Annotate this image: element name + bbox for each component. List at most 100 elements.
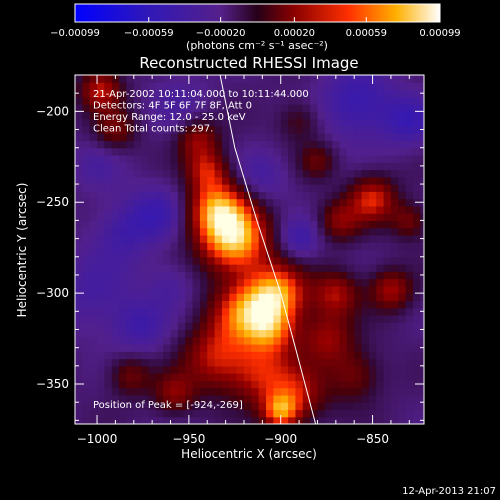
heatmap-cell [148,227,157,236]
heatmap-cell [82,140,91,149]
heatmap-cell [207,89,216,98]
heatmap-cell [214,184,223,192]
heatmap-cell [332,256,341,265]
heatmap-cell [148,140,157,149]
heatmap-cell [346,133,355,142]
heatmap-cell [310,271,319,280]
heatmap-cell [295,147,304,156]
heatmap-cell [251,125,260,134]
heatmap-cell [317,329,326,338]
heatmap-cell [266,111,274,120]
heatmap-cell [119,336,128,345]
heatmap-cell [302,104,311,112]
heatmap-cell [412,125,421,134]
heatmap-cell [310,213,319,222]
heatmap-cell [89,358,98,367]
heatmap-cell [405,220,414,229]
heatmap-cell [266,307,274,316]
heatmap-cell [141,184,150,192]
heatmap-cell [75,394,83,403]
heatmap-cell [221,169,230,178]
heatmap-cell [97,140,105,149]
heatmap-cell [133,344,142,352]
heatmap-cell [339,285,348,294]
heatmap-cell [398,271,407,280]
heatmap-cell [361,82,370,91]
heatmap-cell [251,242,260,251]
heatmap-cell [119,125,128,134]
heatmap-cell [243,198,252,207]
heatmap-cell [111,213,120,222]
heatmap-cell [405,256,414,265]
heatmap-cell [155,336,164,345]
heatmap-cell [214,191,223,200]
heatmap-cell [177,278,186,287]
heatmap-cell [324,293,333,301]
heatmap-cell [170,336,179,345]
heatmap-cell [273,271,282,280]
heatmap-cell [148,125,157,134]
heatmap-cell [420,387,424,396]
heatmap-cell [332,358,341,367]
heatmap-cell [192,409,201,418]
heatmap-cell [177,264,186,272]
heatmap-cell [295,344,304,352]
heatmap-cell [398,104,407,112]
heatmap-cell [324,285,333,294]
heatmap-cell [82,111,91,120]
heatmap-cell [310,234,319,243]
heatmap-cell [236,96,245,105]
heatmap-cell [126,278,135,287]
heatmap-cell [119,96,128,105]
heatmap-cell [104,111,113,120]
heatmap-cell [148,409,157,418]
heatmap-cell [207,205,216,214]
heatmap-cell [243,344,252,352]
heatmap-cell [192,329,201,338]
heatmap-cell [75,96,83,105]
heatmap-cell [75,314,83,323]
heatmap-cell [376,242,385,251]
heatmap-cell [229,307,238,316]
heatmap-cell [280,264,289,272]
heatmap-cell [214,213,223,222]
heatmap-cell [383,336,392,345]
heatmap-cell [97,111,105,120]
heatmap-cell [229,365,238,374]
heatmap-cell [177,416,186,424]
heatmap-cell [185,293,194,301]
heatmap-cell [89,293,98,301]
heatmap-cell [390,358,399,367]
heatmap-cell [398,118,407,127]
heatmap-cell [405,307,414,316]
heatmap-cell [280,96,289,105]
heatmap-cell [177,104,186,112]
heatmap-cell [324,373,333,381]
heatmap-cell [295,394,304,403]
heatmap-cell [390,336,399,345]
heatmap-cell [273,351,282,360]
heatmap-cell [119,205,128,214]
heatmap-cell [398,176,407,185]
heatmap-cell [207,220,216,229]
heatmap-cell [339,322,348,331]
heatmap-cell [185,96,194,105]
heatmap-cell [82,293,91,301]
heatmap-cell [273,365,282,374]
heatmap-cell [236,278,245,287]
heatmap-cell [214,344,223,352]
heatmap-cell [295,118,304,127]
heatmap-cell [346,82,355,91]
heatmap-cell [251,314,260,323]
heatmap-cell [163,278,172,287]
heatmap-cell [346,220,355,229]
heatmap-cell [236,133,245,142]
heatmap-cell [273,242,282,251]
heatmap-cell [273,329,282,338]
heatmap-cell [221,89,230,98]
heatmap-cell [177,140,186,149]
heatmap-cell [163,205,172,214]
heatmap-cell [192,285,201,294]
heatmap-cell [383,380,392,389]
heatmap-cell [376,169,385,178]
